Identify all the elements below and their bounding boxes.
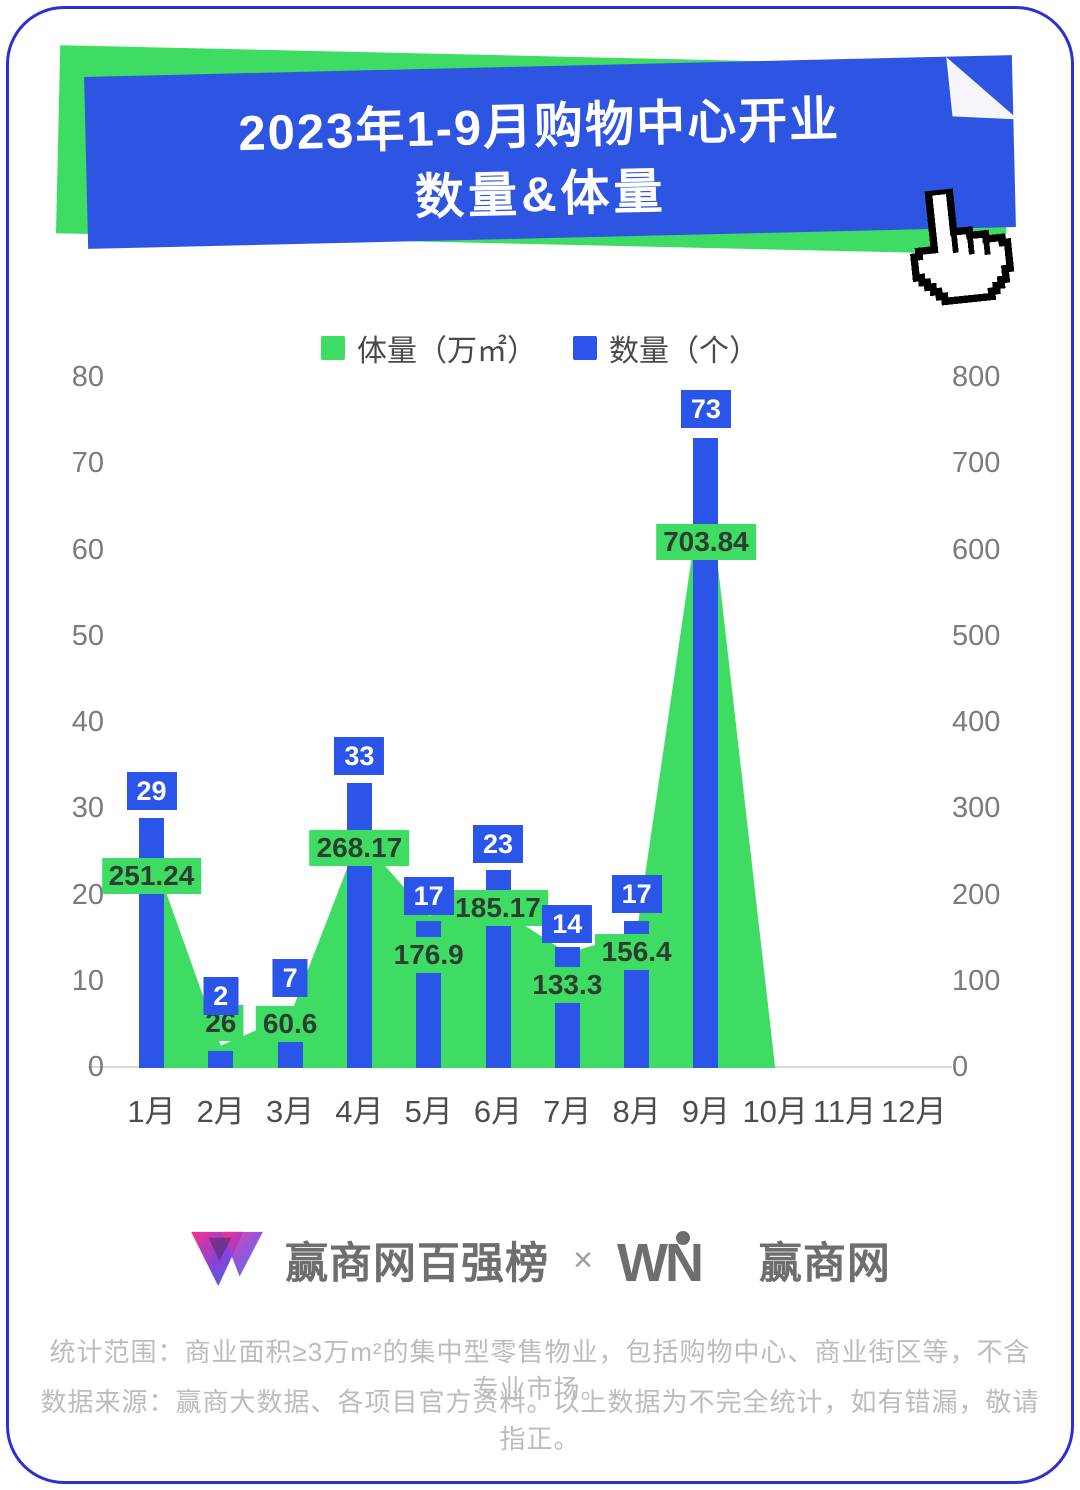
count-value-label: 23 [472, 824, 524, 863]
x-axis-label: 9月 [681, 1094, 731, 1129]
x-axis-label: 3月 [265, 1094, 315, 1129]
x-axis-label: 6月 [473, 1094, 523, 1129]
count-bar [554, 947, 580, 1068]
count-value-label: 29 [126, 771, 177, 810]
count-value-label: 14 [542, 905, 593, 944]
page-border-frame [6, 6, 1074, 1484]
right-axis-tick: 600 [952, 533, 1001, 566]
volume-value-label: 268.17 [309, 829, 410, 866]
right-axis-tick: 200 [952, 878, 1001, 911]
x-axis-label: 8月 [612, 1094, 661, 1129]
win-logo: WN [617, 1231, 704, 1291]
count-value-label: 7 [272, 958, 308, 997]
title-banner: 2023年1-9月购物中心开业 数量&体量 [0, 0, 1080, 320]
volume-value-label: 176.9 [386, 937, 471, 974]
volume-value-label: 156.4 [594, 934, 679, 971]
win-logo-letters: WN [617, 1233, 701, 1291]
left-axis-tick: 40 [71, 706, 104, 738]
legend-item-volume: 体量（万㎡） [321, 326, 537, 370]
count-value-label: 17 [611, 875, 662, 914]
left-axis-tick: 10 [71, 964, 104, 997]
x-axis-label: 12月 [881, 1094, 947, 1129]
right-axis-tick: 300 [952, 792, 1001, 825]
footer-logos: 赢商网百强榜 × WN 赢商网 [0, 1228, 1080, 1292]
count-value-label: 17 [403, 877, 454, 916]
top100-logo-text: 赢商网百强榜 [285, 1240, 550, 1288]
count-legend-swatch [573, 336, 597, 360]
hand-cursor-icon [910, 186, 1015, 306]
volume-value-label: 60.6 [255, 1005, 325, 1042]
right-axis-tick: 800 [952, 361, 1001, 393]
count-bar [346, 783, 372, 1068]
left-axis-tick: 20 [71, 878, 104, 911]
x-axis-label: 7月 [543, 1094, 592, 1129]
legend-item-count: 数量（个） [573, 326, 759, 370]
left-axis-tick: 70 [71, 447, 104, 480]
left-axis-tick: 80 [71, 361, 104, 393]
volume-value-label: 251.24 [101, 858, 202, 895]
volume-legend-label: 体量（万㎡） [357, 335, 537, 368]
volume-value-label: 185.17 [448, 890, 548, 927]
x-separator: × [573, 1240, 593, 1279]
right-axis-tick: 500 [952, 619, 1001, 652]
right-axis-tick: 100 [952, 964, 1001, 997]
left-axis-tick: 0 [87, 1051, 104, 1083]
right-axis-tick: 400 [952, 706, 1001, 738]
count-value-label: 33 [334, 737, 385, 776]
right-axis-tick: 0 [952, 1051, 969, 1083]
left-axis-tick: 30 [71, 792, 104, 825]
disclaimer-line2: 数据来源：赢商大数据、各项目官方资料。以上数据为不完全统计，如有错漏，敬请指正。 [40, 1387, 1040, 1454]
count-value-label: 73 [680, 390, 731, 429]
count-bar [139, 817, 164, 1068]
win-logo-dot [675, 1231, 690, 1245]
winshang-logo-text: 赢商网 [758, 1240, 891, 1288]
winshang-top100-logo [191, 1231, 263, 1287]
count-bar [208, 1050, 234, 1068]
count-legend-label: 数量（个） [609, 335, 759, 368]
x-axis-label: 2月 [196, 1094, 245, 1129]
x-axis-label: 5月 [404, 1094, 453, 1129]
disclaimer-line1: 统计范围：商业面积≥3万m²的集中型零售物业，包括购物中心、商业街区等，不含专业… [49, 1337, 1031, 1404]
x-axis-label: 11月 [812, 1094, 877, 1129]
x-axis-label: 1月 [127, 1094, 176, 1129]
right-axis-tick: 700 [952, 447, 1001, 480]
volume-value-label: 133.3 [525, 967, 610, 1004]
x-axis-label: 10月 [742, 1094, 808, 1129]
count-value-label: 2 [203, 976, 239, 1015]
chart-legend: 体量（万㎡） 数量（个） [0, 326, 1080, 370]
volume-legend-swatch [321, 336, 345, 360]
left-axis-tick: 50 [71, 619, 104, 652]
volume-value-label: 703.84 [656, 523, 756, 560]
x-axis-label: 4月 [335, 1094, 384, 1129]
left-axis-tick: 60 [71, 533, 104, 566]
